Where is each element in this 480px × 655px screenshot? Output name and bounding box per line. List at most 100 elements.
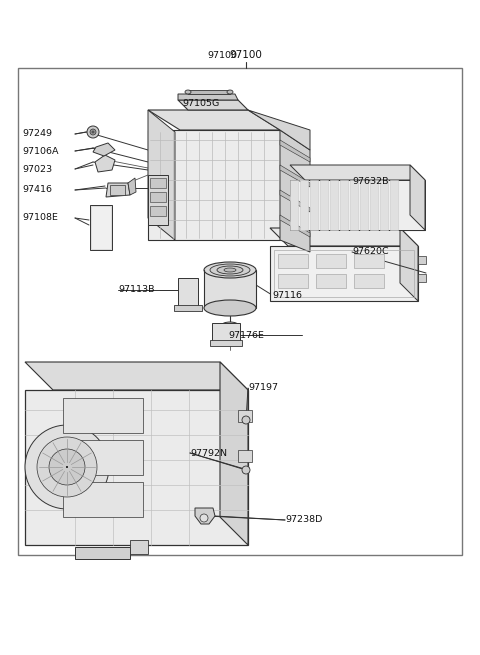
Bar [130, 540, 148, 554]
Polygon shape [128, 178, 136, 195]
Polygon shape [280, 215, 310, 237]
Bar [150, 178, 166, 188]
Bar [174, 305, 202, 311]
Polygon shape [320, 180, 328, 230]
Circle shape [66, 466, 68, 468]
Bar [212, 323, 240, 343]
Polygon shape [270, 246, 418, 301]
Ellipse shape [224, 268, 236, 272]
Polygon shape [248, 110, 310, 150]
Text: 97100: 97100 [229, 50, 263, 60]
Polygon shape [400, 228, 418, 301]
Polygon shape [280, 140, 310, 162]
Bar [91, 206, 111, 249]
Bar [63, 482, 143, 517]
Circle shape [37, 437, 97, 497]
Polygon shape [390, 180, 398, 230]
Ellipse shape [185, 90, 191, 94]
Circle shape [66, 466, 68, 468]
Text: 97023: 97023 [22, 164, 52, 174]
Polygon shape [280, 165, 310, 187]
Text: 97792N: 97792N [190, 449, 227, 457]
Polygon shape [270, 228, 418, 246]
Ellipse shape [204, 262, 256, 278]
Text: 97108E: 97108E [22, 214, 58, 223]
Bar [63, 440, 143, 475]
Polygon shape [220, 362, 248, 545]
Text: 97238D: 97238D [285, 515, 323, 525]
Circle shape [200, 514, 208, 522]
Polygon shape [280, 190, 310, 212]
Ellipse shape [204, 300, 256, 316]
Polygon shape [178, 100, 248, 110]
Polygon shape [25, 390, 248, 545]
Bar [278, 254, 308, 268]
Polygon shape [148, 130, 280, 240]
Polygon shape [148, 110, 175, 240]
Text: 97113B: 97113B [118, 286, 155, 295]
Polygon shape [340, 180, 348, 230]
Text: 97116: 97116 [272, 291, 302, 299]
Bar [238, 450, 252, 462]
Polygon shape [300, 180, 308, 230]
Polygon shape [25, 362, 248, 390]
Bar [204, 270, 256, 308]
Bar [316, 254, 346, 268]
Polygon shape [106, 183, 130, 197]
Bar [63, 398, 143, 433]
Bar [418, 274, 426, 282]
Text: 97100: 97100 [207, 50, 237, 60]
Polygon shape [280, 130, 310, 252]
Circle shape [66, 466, 68, 468]
Bar [178, 278, 198, 308]
Circle shape [49, 449, 85, 485]
Bar [90, 205, 112, 250]
Bar [150, 192, 166, 202]
Polygon shape [178, 94, 238, 100]
Polygon shape [370, 180, 378, 230]
Bar [278, 274, 308, 288]
Text: 97197: 97197 [248, 383, 278, 392]
Bar [75, 547, 130, 559]
Text: 97416: 97416 [22, 185, 52, 195]
Bar [110, 185, 125, 195]
Polygon shape [410, 165, 425, 230]
Circle shape [242, 416, 250, 424]
Polygon shape [350, 180, 358, 230]
Circle shape [66, 466, 68, 468]
Bar [274, 250, 414, 297]
Bar [148, 175, 168, 225]
Polygon shape [290, 180, 425, 230]
Text: 97249: 97249 [22, 130, 52, 138]
Circle shape [25, 425, 109, 509]
Polygon shape [330, 180, 338, 230]
Circle shape [87, 126, 99, 138]
Text: 97632B: 97632B [352, 178, 388, 187]
Polygon shape [310, 180, 318, 230]
Circle shape [66, 466, 68, 468]
Circle shape [90, 129, 96, 135]
Bar [354, 254, 384, 268]
Text: 97105G: 97105G [182, 98, 219, 107]
Ellipse shape [210, 264, 250, 276]
Polygon shape [148, 110, 280, 130]
Ellipse shape [222, 322, 238, 328]
Bar [210, 340, 242, 346]
Polygon shape [188, 90, 230, 94]
Bar [418, 256, 426, 264]
Bar [150, 206, 166, 216]
Circle shape [242, 466, 250, 474]
Text: 97106A: 97106A [22, 147, 59, 155]
Circle shape [92, 130, 95, 134]
Polygon shape [95, 155, 115, 172]
Polygon shape [195, 508, 215, 524]
Bar [238, 410, 252, 422]
Polygon shape [93, 143, 115, 156]
Bar [316, 274, 346, 288]
Circle shape [242, 466, 250, 474]
Bar [18, 68, 462, 555]
Polygon shape [360, 180, 368, 230]
Polygon shape [380, 180, 388, 230]
Polygon shape [290, 165, 425, 180]
Circle shape [242, 416, 250, 424]
